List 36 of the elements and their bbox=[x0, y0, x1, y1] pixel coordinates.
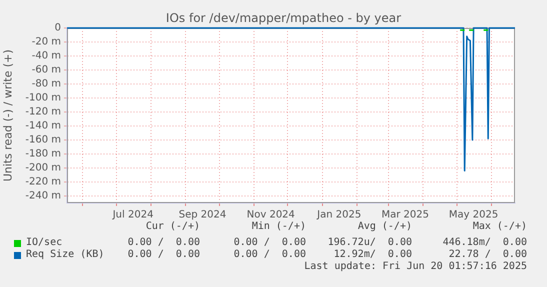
x-tick-label: Jul 2024 bbox=[112, 210, 154, 221]
chart-title: IOs for /dev/mapper/mpatheo - by year bbox=[166, 11, 402, 25]
text: Avg (-/+) bbox=[358, 221, 412, 232]
legend-label: Req Size (KB) bbox=[26, 249, 104, 260]
text: 0.00 / 0.00 bbox=[128, 249, 200, 260]
text: 446.18m/ 0.00 bbox=[442, 237, 527, 248]
y-tick-label: -80 m bbox=[32, 78, 61, 90]
y-tick-label: -20 m bbox=[32, 36, 61, 48]
text: Last update: Fri Jun 20 01:57:16 2025 bbox=[304, 261, 527, 272]
y-tick-label: -120 m bbox=[25, 106, 61, 118]
y-tick-label: -40 m bbox=[32, 50, 61, 62]
x-tick-label: Mar 2025 bbox=[381, 210, 429, 221]
text: Max (-/+) bbox=[472, 221, 527, 232]
y-tick-label: -60 m bbox=[32, 64, 61, 76]
text: 0.00 / 0.00 bbox=[128, 237, 200, 248]
text: 22.78 / 0.00 bbox=[448, 249, 527, 260]
text: Cur (-/+) bbox=[146, 221, 200, 232]
text: 12.92m/ 0.00 bbox=[334, 249, 412, 260]
y-tick-label: 0 bbox=[54, 22, 61, 34]
y-tick-label: -240 m bbox=[25, 190, 61, 202]
text: 196.72u/ 0.00 bbox=[328, 237, 412, 248]
y-axis-title: Units read (-) / write (+) bbox=[1, 49, 14, 182]
text: Min (-/+) bbox=[252, 221, 306, 232]
x-tick-label: Sep 2024 bbox=[178, 210, 226, 221]
y-tick-label: -200 m bbox=[25, 162, 61, 174]
y-tick-label: -160 m bbox=[25, 134, 61, 146]
y-tick-label: -220 m bbox=[25, 176, 61, 188]
y-tick-label: -140 m bbox=[25, 120, 61, 132]
y-tick-label: -180 m bbox=[25, 148, 61, 160]
x-tick-label: Jan 2025 bbox=[316, 210, 362, 221]
text: 0.00 / 0.00 bbox=[234, 249, 306, 260]
x-tick-label: Nov 2024 bbox=[246, 210, 295, 221]
y-tick-label: -100 m bbox=[25, 92, 61, 104]
x-tick-label: May 2025 bbox=[448, 210, 498, 221]
text: 0.00 / 0.00 bbox=[234, 237, 306, 248]
legend-label: IO/sec bbox=[26, 237, 62, 248]
